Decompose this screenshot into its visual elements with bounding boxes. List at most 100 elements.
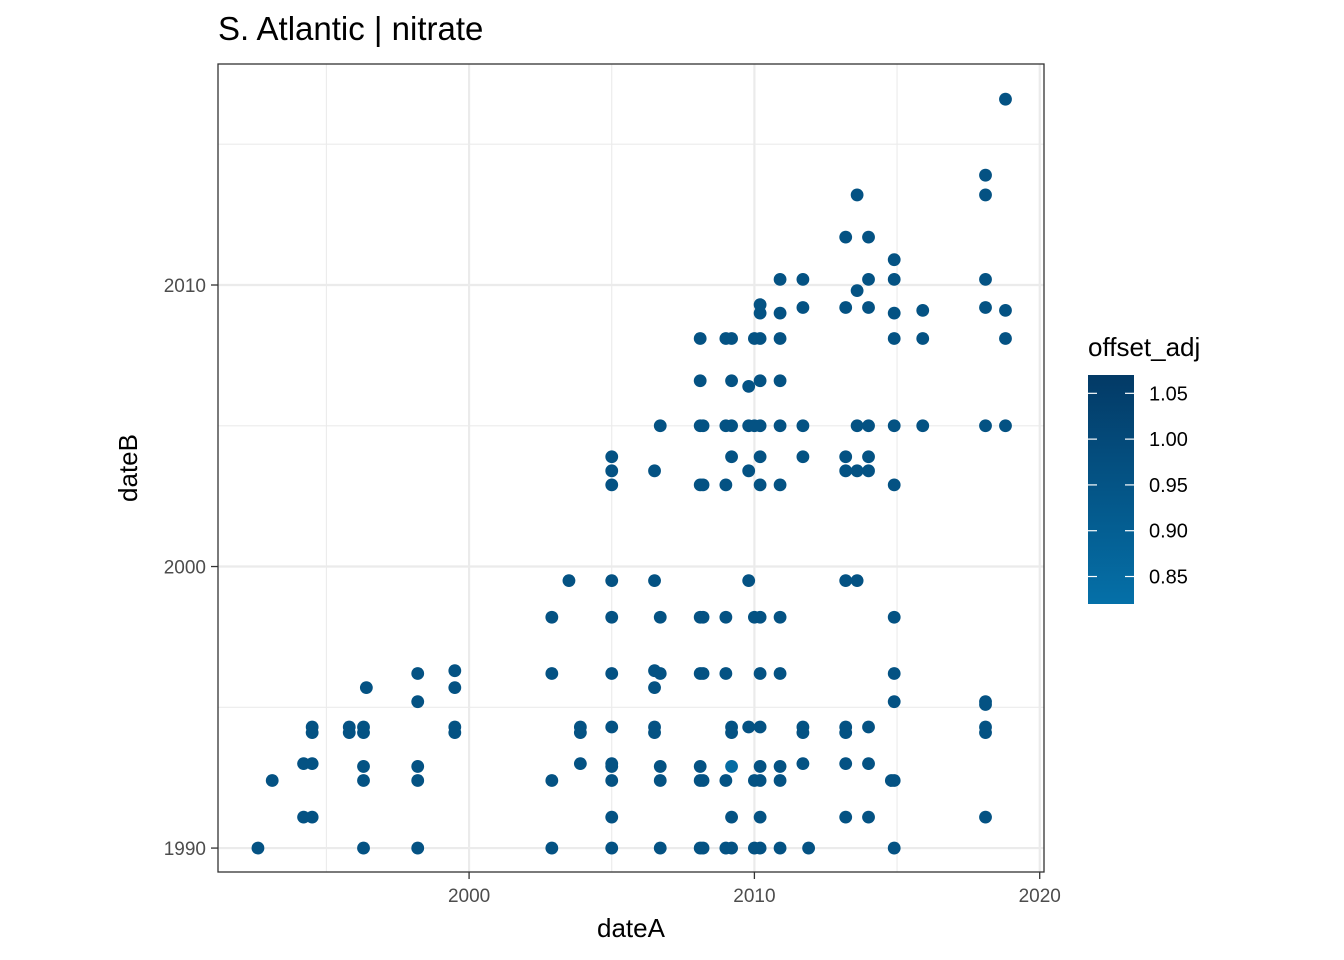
y-tick-label: 1990	[164, 839, 206, 860]
data-point	[653, 419, 667, 433]
data-point	[753, 667, 767, 680]
data-point	[862, 419, 875, 433]
data-point	[357, 774, 370, 787]
data-point	[802, 841, 816, 855]
data-point	[887, 419, 901, 433]
data-point	[796, 450, 810, 464]
plot-area	[217, 63, 1045, 873]
data-point	[862, 720, 875, 734]
x-axis: 2000 2010 2020	[448, 872, 1061, 907]
data-point	[448, 720, 462, 734]
data-point	[862, 230, 875, 244]
data-point	[773, 760, 787, 773]
data-point	[753, 374, 767, 388]
data-point	[725, 810, 738, 824]
grid-major	[218, 64, 1044, 872]
data-point	[773, 478, 787, 492]
data-point	[916, 303, 930, 317]
plot-border	[217, 63, 1045, 873]
data-point	[887, 306, 901, 320]
data-point	[839, 230, 853, 244]
data-point	[411, 841, 425, 855]
data-point	[696, 774, 710, 787]
data-point	[725, 450, 738, 464]
data-point	[839, 450, 853, 464]
data-point	[862, 810, 875, 824]
y-tick-label: 2010	[164, 276, 206, 297]
data-point	[862, 464, 875, 478]
data-point	[653, 841, 667, 855]
data-point	[653, 610, 667, 624]
data-point	[742, 574, 756, 588]
data-point	[725, 374, 738, 388]
data-point	[411, 760, 425, 773]
data-point	[979, 695, 992, 709]
data-point	[696, 841, 710, 855]
legend-tick-label: 0.95	[1149, 475, 1188, 497]
data-point	[605, 757, 619, 771]
data-point	[448, 664, 462, 678]
data-point	[693, 760, 707, 773]
data-point	[887, 478, 901, 492]
data-point	[979, 272, 992, 286]
data-point	[887, 610, 901, 624]
data-point	[693, 374, 707, 388]
data-point	[719, 610, 733, 624]
data-point	[605, 450, 619, 464]
data-point	[773, 610, 787, 624]
data-point	[573, 720, 587, 734]
data-point	[693, 332, 707, 345]
data-point	[648, 464, 661, 478]
data-point	[545, 774, 559, 787]
data-point	[796, 419, 810, 433]
data-point	[305, 720, 319, 734]
data-point	[251, 841, 265, 855]
data-point	[850, 574, 864, 588]
data-point	[773, 306, 787, 320]
data-point	[887, 841, 901, 855]
data-point	[862, 450, 875, 464]
data-point	[850, 188, 864, 202]
data-point	[862, 757, 875, 771]
data-point	[916, 332, 930, 345]
data-point	[725, 419, 738, 433]
x-tick-label: 2020	[1019, 886, 1061, 907]
data-point	[796, 301, 810, 314]
data-point	[887, 332, 901, 345]
data-point	[411, 774, 425, 787]
data-points	[251, 92, 1012, 855]
data-point	[887, 774, 901, 787]
data-point	[562, 574, 576, 588]
data-point	[357, 760, 370, 773]
data-point	[796, 272, 810, 286]
data-point	[725, 720, 738, 734]
data-point	[862, 301, 875, 314]
data-point	[887, 253, 901, 267]
data-point	[357, 841, 370, 855]
x-tick-label: 2000	[448, 886, 490, 907]
data-point	[305, 810, 319, 824]
data-point	[796, 757, 810, 771]
data-point	[605, 478, 619, 492]
data-point	[696, 610, 710, 624]
data-point	[753, 332, 767, 345]
data-point	[839, 464, 853, 478]
data-point	[605, 464, 619, 478]
data-point	[545, 667, 559, 680]
data-point	[605, 810, 619, 824]
data-point	[979, 301, 992, 314]
y-axis-title: dateB	[113, 434, 143, 502]
data-point	[773, 332, 787, 345]
legend-tick-label: 1.00	[1149, 429, 1188, 451]
data-point	[742, 379, 756, 393]
data-point	[648, 720, 661, 734]
data-point	[342, 720, 356, 734]
data-point	[605, 720, 619, 734]
data-point	[411, 667, 425, 680]
data-point	[719, 478, 733, 492]
data-point	[605, 841, 619, 855]
legend-tick-label: 0.85	[1149, 567, 1188, 589]
data-point	[839, 757, 853, 771]
data-point	[773, 419, 787, 433]
